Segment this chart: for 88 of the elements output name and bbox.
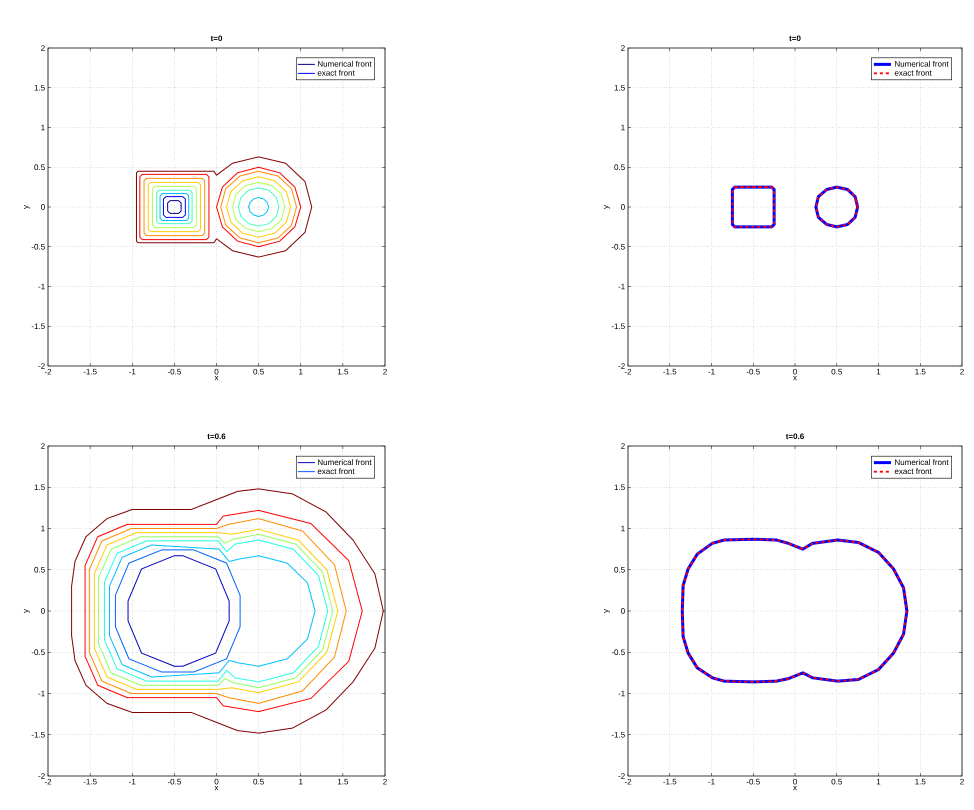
y-tick-label: -0.5 [612,649,625,656]
x-tick-label: 1.5 [338,778,348,784]
y-tick-label: 2 [41,443,45,449]
y-tick-label: -1.5 [32,732,45,738]
x-axis-title: x [793,786,797,790]
y-tick-label: -1.5 [612,323,625,330]
x-axis-title: x [793,376,797,380]
x-tick-label: -0.5 [746,368,760,375]
y-tick-label: -0.5 [32,244,45,250]
x-tick-label: -1.5 [663,778,676,784]
y-tick-label: 0 [621,204,625,210]
y-axis-title: y [24,205,30,209]
y-tick-label: -1.5 [32,323,45,330]
y-tick-label: 1 [41,526,45,532]
y-tick-label: 1.5 [34,484,45,490]
legend-label: exact front [318,70,355,76]
y-tick-label: 0.5 [34,566,45,573]
y-tick-label: 1 [621,526,625,532]
x-tick-label: 2 [960,778,964,784]
x-tick-label: -1.5 [84,368,97,374]
x-tick-label: 0.5 [832,368,842,375]
y-tick-label: 2 [621,45,625,51]
legend-label: Numerical front [895,60,949,67]
legend-label: exact front [894,70,932,76]
x-tick-label: -1 [129,778,136,784]
y-tick-label: -0.5 [612,244,625,250]
x-tick-label: 1 [299,368,303,374]
y-tick-label: 0 [41,204,45,210]
x-tick-label: 0 [793,778,797,785]
y-tick-label: 0.5 [614,164,625,170]
x-tick-label: 0 [214,778,218,785]
x-tick-label: 0 [214,368,218,375]
x-tick-label: -1 [129,368,136,374]
y-tick-label: 1.5 [614,484,625,490]
x-tick-label: -1 [708,368,715,374]
y-tick-label: -1 [618,690,625,696]
y-tick-label: 0.5 [614,566,625,573]
y-tick-label: 0 [621,608,625,614]
x-axis-title: x [214,786,218,790]
y-tick-label: -2 [618,773,625,779]
legend-label: Numerical front [895,459,949,466]
legend-label: Numerical front [318,459,372,466]
x-tick-label: -1.5 [663,368,676,374]
y-tick-label: -1 [38,690,45,696]
chart-title: t=0.6 [207,433,226,440]
x-tick-label: 1.5 [915,368,926,374]
y-tick-label: -2 [618,363,625,369]
chart-title: t=0 [210,35,222,42]
x-tick-label: 2 [383,778,387,784]
y-tick-label: -1 [38,284,45,290]
x-axis-title: x [214,376,218,380]
x-tick-label: -0.5 [168,778,181,785]
legend-label: exact front [318,468,355,474]
legend-label: exact front [894,468,932,474]
x-tick-label: 2 [383,368,387,374]
legend-label: Numerical front [318,60,372,67]
x-tick-label: 0 [793,368,797,375]
y-tick-label: 0 [41,608,45,614]
x-tick-label: 0.5 [832,778,842,785]
x-tick-label: -1.5 [84,778,97,784]
y-tick-label: 1 [41,124,45,130]
y-tick-label: 0.5 [34,164,45,170]
x-tick-label: 2 [960,368,964,374]
y-axis-title: y [24,609,30,613]
x-tick-label: -0.5 [746,778,760,785]
y-tick-label: 2 [621,443,625,449]
x-tick-label: -1 [708,778,715,784]
y-tick-label: 1.5 [614,84,625,91]
y-tick-label: -2 [38,773,45,779]
y-axis-title: y [604,609,610,613]
x-tick-label: 1 [876,368,880,374]
y-tick-label: -1 [618,284,625,290]
y-tick-label: -0.5 [32,649,45,656]
x-tick-label: 1 [299,778,303,784]
x-tick-label: -0.5 [168,368,181,375]
x-tick-label: 0.5 [253,368,264,375]
y-tick-label: -1.5 [612,732,625,738]
x-tick-label: 1 [876,778,880,784]
chart-title: t=0.6 [786,433,804,440]
x-tick-label: 0.5 [253,778,264,785]
y-tick-label: -2 [38,363,45,369]
y-tick-label: 1 [621,124,625,130]
y-tick-label: 1.5 [34,84,45,91]
x-tick-label: 1.5 [915,778,926,784]
x-tick-label: 1.5 [338,368,348,374]
chart-title: t=0 [789,35,801,42]
y-tick-label: 2 [41,45,45,51]
y-axis-title: y [604,205,610,209]
